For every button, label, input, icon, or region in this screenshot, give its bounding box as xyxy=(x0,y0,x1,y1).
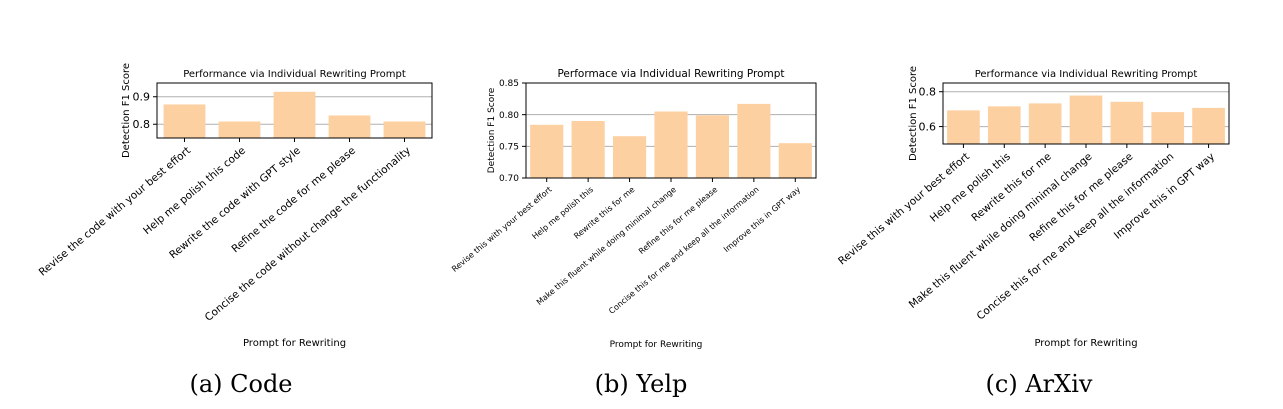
bar-3 xyxy=(1028,103,1062,144)
y-axis-label: Detection F1 Score xyxy=(908,66,919,161)
bar-3 xyxy=(273,91,316,138)
x-tick-label: Concise this for me and keep all the inf… xyxy=(607,185,761,316)
bar-3 xyxy=(613,136,647,178)
bar-4 xyxy=(1069,95,1103,144)
bar-1 xyxy=(530,124,564,178)
bar-7 xyxy=(1192,107,1225,144)
chart-title: Performance via Individual Rewriting Pro… xyxy=(183,69,406,80)
chart-title: Performance via Individual Rewriting Pro… xyxy=(975,69,1198,80)
y-tick-label: 0.75 xyxy=(499,143,519,153)
bar-1 xyxy=(947,110,980,144)
y-tick-label: 0.9 xyxy=(133,91,151,104)
bar-7 xyxy=(778,143,812,178)
y-tick-label: 0.6 xyxy=(919,121,937,134)
x-axis-label: Prompt for Rewriting xyxy=(243,338,346,349)
x-axis-label: Prompt for Rewriting xyxy=(610,340,703,350)
panel-caption: (c) ArXiv xyxy=(986,370,1093,398)
x-tick-label: Concise the code without change the func… xyxy=(203,145,413,324)
bar-2 xyxy=(218,121,261,138)
x-tick-label: Help me polish this code xyxy=(141,145,248,237)
bar-6 xyxy=(1151,112,1185,144)
panel-caption: (b) Yelp xyxy=(595,370,688,398)
bar-4 xyxy=(328,115,371,138)
bar-5 xyxy=(383,121,426,138)
x-tick-label: Make this fluent while doing minimal cha… xyxy=(535,185,678,307)
x-axis-label: Prompt for Rewriting xyxy=(1034,338,1137,349)
panel-caption: (a) Code xyxy=(189,370,292,398)
x-tick-label: Concise this for me and keep all the inf… xyxy=(975,151,1177,323)
chart-title: Performace via Individual Rewriting Prom… xyxy=(557,68,784,80)
y-axis-label: Detection F1 Score xyxy=(121,63,132,158)
x-tick-label: Refine this for me please xyxy=(637,185,719,256)
bar-2 xyxy=(987,106,1021,144)
bar-5 xyxy=(1110,101,1144,144)
bar-2 xyxy=(571,121,605,178)
x-tick-label: Improve this in GPT way xyxy=(722,185,802,254)
y-tick-label: 0.70 xyxy=(499,174,519,184)
y-tick-label: 0.8 xyxy=(133,118,151,131)
bar-6 xyxy=(737,103,771,178)
y-tick-label: 0.8 xyxy=(919,86,937,99)
y-tick-label: 0.85 xyxy=(499,79,519,89)
y-tick-label: 0.80 xyxy=(499,111,519,121)
bar-1 xyxy=(163,104,206,138)
bar-5 xyxy=(695,115,729,178)
y-axis-label: Detection F1 Score xyxy=(487,87,497,173)
bar-4 xyxy=(654,111,688,178)
